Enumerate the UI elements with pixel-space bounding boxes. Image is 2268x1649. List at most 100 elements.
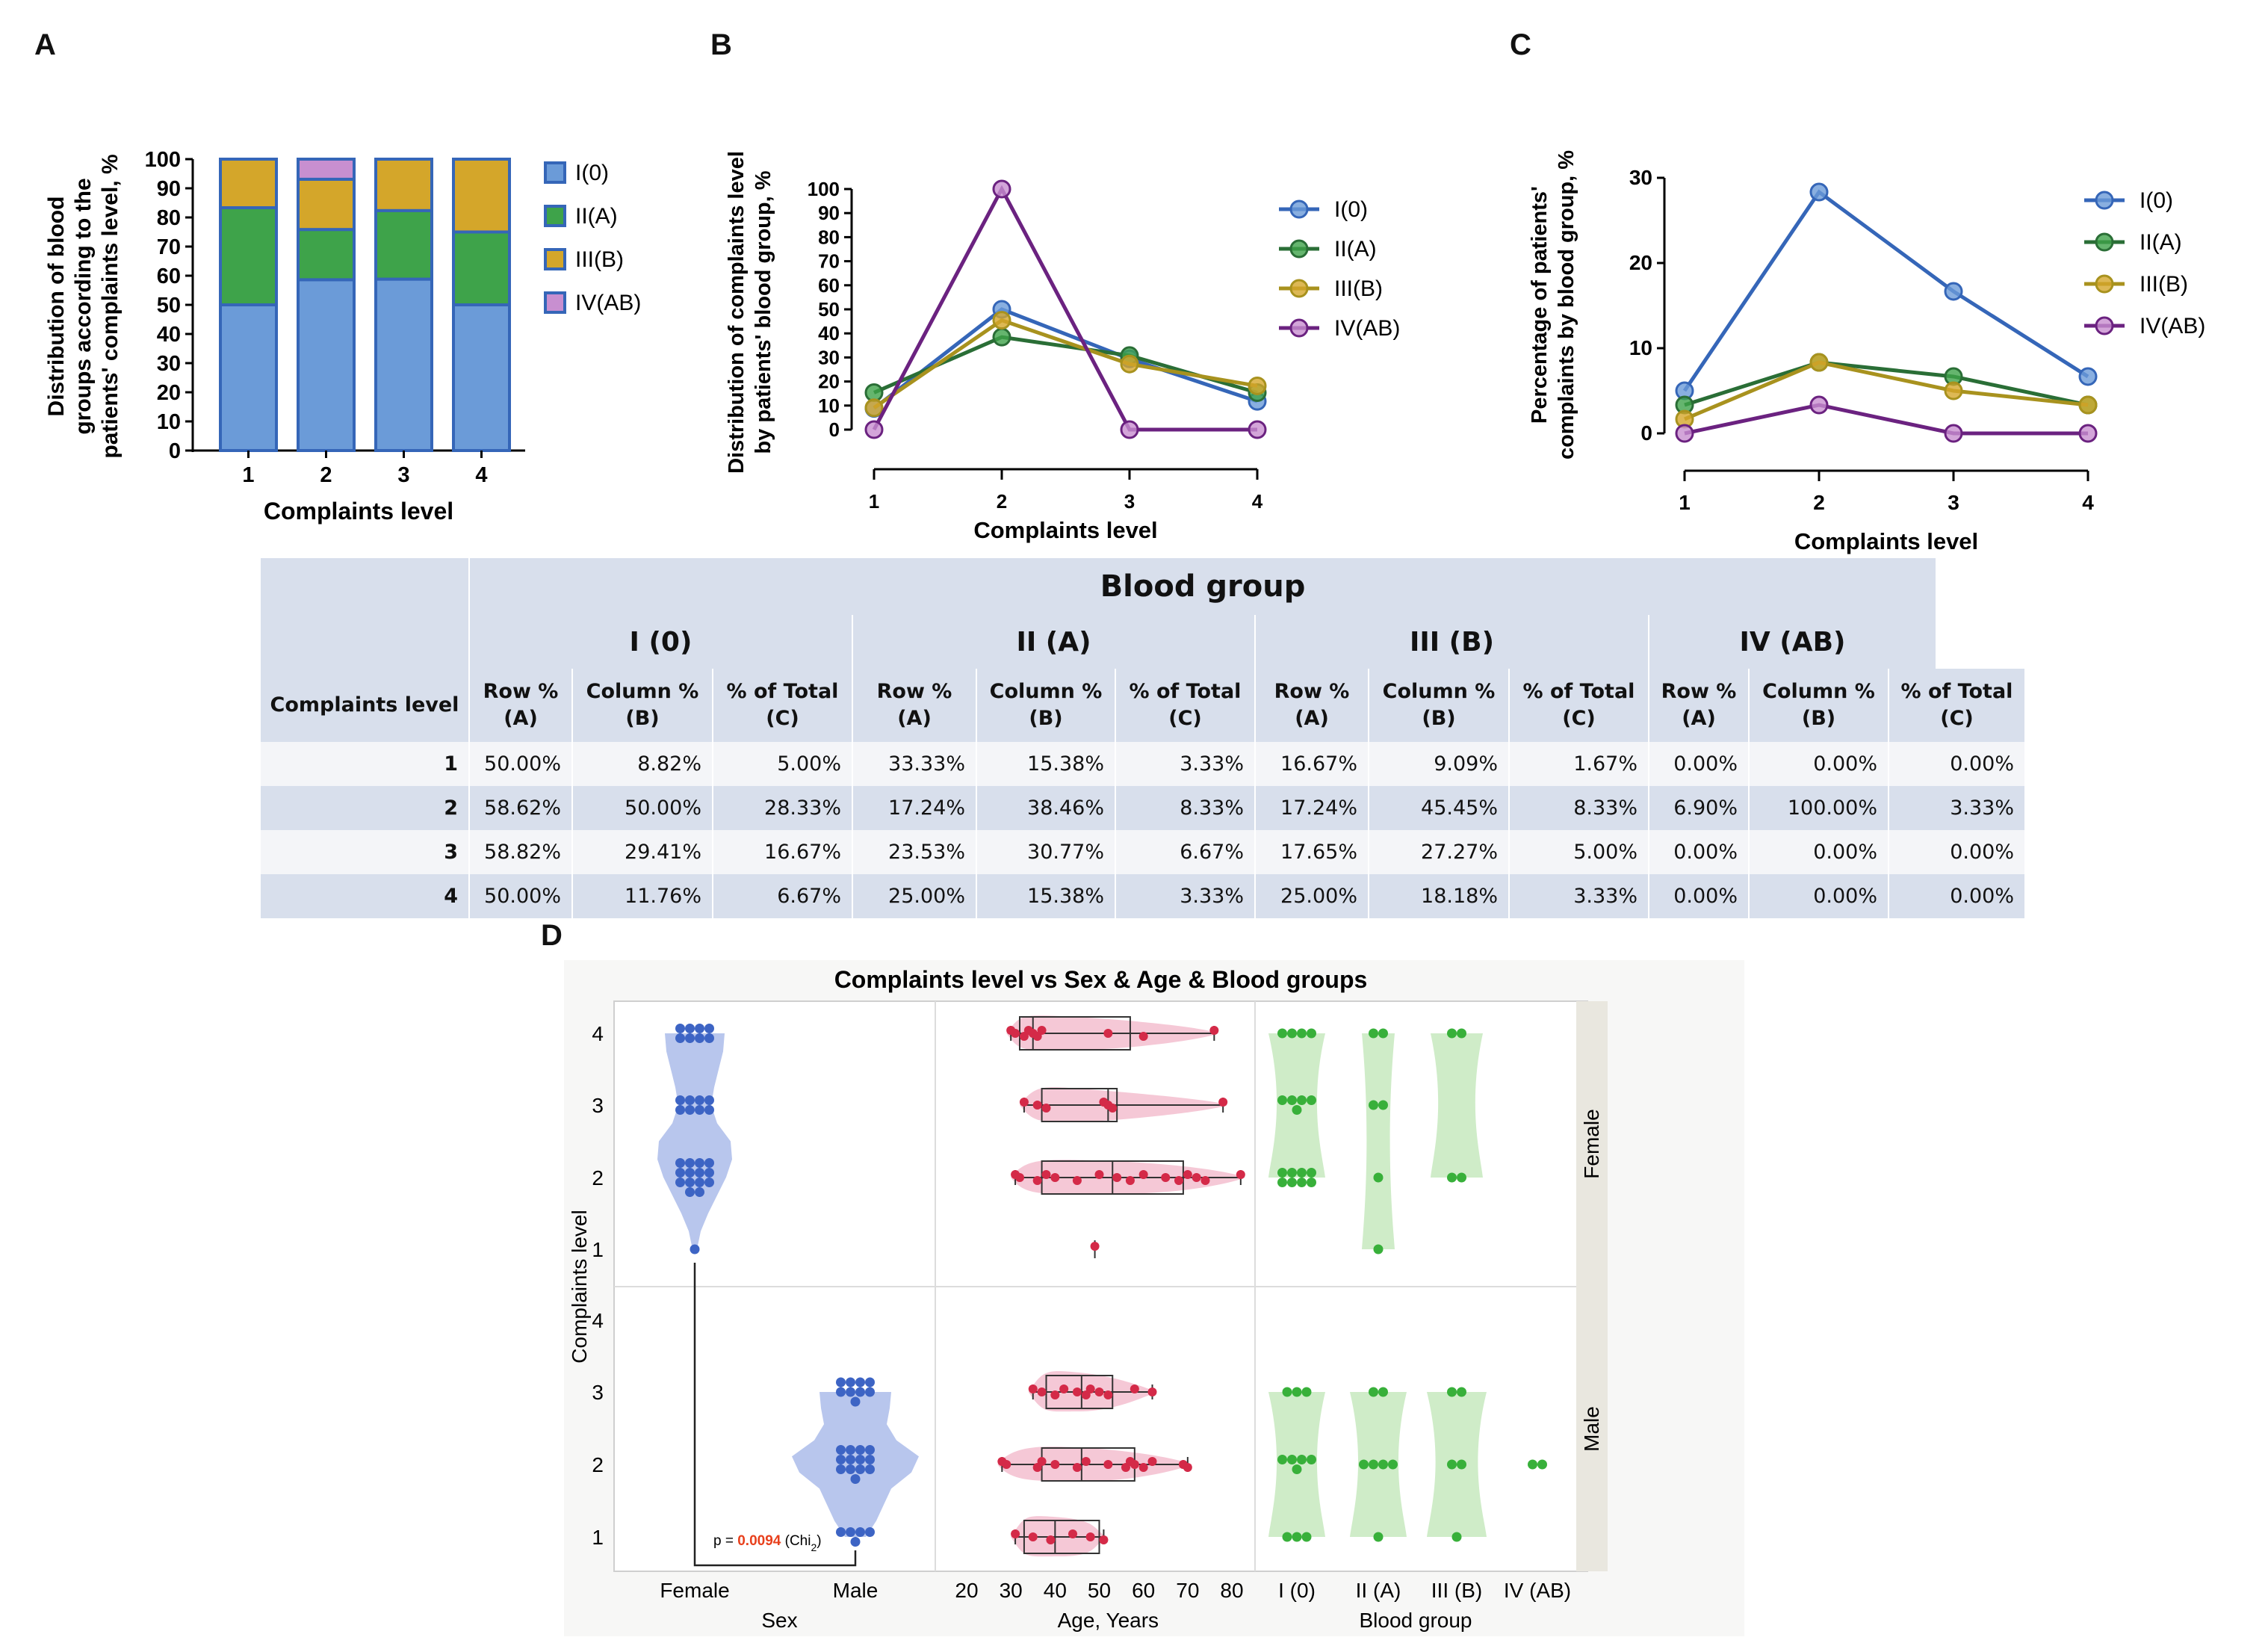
data-point-3 bbox=[992, 311, 1011, 330]
age-dot bbox=[1183, 1463, 1192, 1472]
sex-dot bbox=[704, 1033, 714, 1043]
table-cell: 50.00% bbox=[469, 742, 573, 786]
legend-swatch-a bbox=[544, 205, 566, 227]
legend-label: I(0) bbox=[1334, 197, 1368, 222]
blood-dot bbox=[1359, 1459, 1369, 1470]
y-tick-label: 30 bbox=[1629, 166, 1652, 189]
table-cell: 3.33% bbox=[1115, 742, 1256, 786]
x-tick-label: 1 bbox=[869, 490, 879, 513]
y-tick-label-a: 70 bbox=[157, 235, 181, 259]
age-dot bbox=[1103, 1390, 1113, 1399]
age-dot bbox=[1037, 1457, 1047, 1466]
subheader-line: Row % bbox=[876, 680, 952, 703]
row-level: 4 bbox=[261, 874, 470, 918]
legend-label: I(0) bbox=[2140, 188, 2173, 213]
blood-dot bbox=[1528, 1459, 1537, 1470]
table-cell: 17.65% bbox=[1255, 830, 1369, 874]
sex-dot bbox=[865, 1445, 875, 1455]
subheader-line: (B) bbox=[625, 707, 660, 730]
age-tick: 40 bbox=[1044, 1579, 1067, 1602]
data-point-4 bbox=[1248, 420, 1267, 439]
bar-segment-1 bbox=[374, 277, 433, 452]
y-tick-label-a: 30 bbox=[157, 352, 181, 376]
data-point-1 bbox=[1809, 182, 1829, 202]
blood-dot bbox=[1369, 1028, 1378, 1039]
table-cell: 17.24% bbox=[1255, 786, 1369, 830]
series-line-2 bbox=[1684, 360, 2089, 407]
y-tick-label: 90 bbox=[818, 202, 840, 224]
age-dot bbox=[1050, 1460, 1060, 1469]
blood-dot bbox=[1378, 1028, 1388, 1039]
complaints-level-header: Complaints level bbox=[261, 669, 470, 742]
sex-dot bbox=[675, 1033, 685, 1043]
sex-dot bbox=[850, 1537, 861, 1547]
sex-dot bbox=[846, 1377, 855, 1387]
blood-dot bbox=[1301, 1532, 1312, 1542]
bar-segment-1 bbox=[452, 303, 511, 452]
panel-d-y-tick: 2 bbox=[592, 1453, 604, 1476]
y-axis-title: Distribution of complaints level by patie… bbox=[725, 151, 775, 474]
age-dot bbox=[1081, 1457, 1091, 1466]
blood-dot bbox=[1301, 1387, 1312, 1397]
sex-axis-title: Sex bbox=[761, 1609, 797, 1632]
series-line-4 bbox=[1684, 403, 2088, 436]
legend-marker bbox=[2095, 274, 2114, 294]
sex-dot bbox=[685, 1187, 695, 1197]
legend-label: IV(AB) bbox=[2140, 314, 2205, 338]
sex-dot bbox=[675, 1178, 685, 1187]
y-tick-label: 0 bbox=[829, 418, 840, 441]
y-tick-label: 0 bbox=[1640, 421, 1652, 445]
sex-dot bbox=[695, 1158, 704, 1168]
blood-violin bbox=[1362, 1033, 1395, 1249]
age-dot bbox=[1032, 1176, 1042, 1185]
y-axis-title: Percentage of patients' complaints by blo… bbox=[1528, 150, 1578, 460]
age-dot bbox=[1028, 1385, 1038, 1393]
y-tick-label: 20 bbox=[818, 371, 840, 393]
table-cell: 15.38% bbox=[976, 742, 1116, 786]
blood-dot bbox=[1373, 1244, 1384, 1254]
facet-strip bbox=[1576, 1287, 1608, 1571]
panel-label-c: C bbox=[1510, 28, 1531, 61]
age-dot bbox=[1032, 1101, 1042, 1110]
sex-dot bbox=[855, 1527, 865, 1537]
sex-dot bbox=[836, 1377, 846, 1387]
legend-marker bbox=[2095, 191, 2114, 210]
table-cell: 5.00% bbox=[1509, 830, 1649, 874]
age-dot bbox=[1072, 1387, 1082, 1396]
group-header: II (A) bbox=[852, 615, 1256, 669]
data-point-2 bbox=[992, 327, 1011, 347]
data-point-4 bbox=[1675, 424, 1694, 443]
subheader-line: Row % bbox=[1661, 680, 1737, 703]
sex-dot bbox=[704, 1168, 714, 1178]
age-box bbox=[1023, 1520, 1100, 1554]
blood-dot bbox=[1457, 1028, 1466, 1039]
sex-dot bbox=[846, 1387, 855, 1397]
stacked-bar-chart-a: 0 10 20 30 40 50 60 70 80 90 100 1 2 3 4 Complaints lev… bbox=[44, 148, 641, 525]
table-row: 4 50.00% 11.76% 6.67% 25.00% 15.38% 3.33% 25.00… bbox=[261, 874, 2026, 918]
age-dot bbox=[1041, 1170, 1051, 1179]
data-point-4 bbox=[992, 179, 1011, 199]
subheader: Column % (B) bbox=[1749, 669, 1889, 742]
y-tick-label-a: 80 bbox=[157, 206, 181, 230]
age-dot bbox=[1147, 1387, 1157, 1396]
age-dot bbox=[1041, 1104, 1051, 1113]
table-title: Blood group bbox=[469, 558, 1938, 615]
age-dot bbox=[1028, 1532, 1038, 1541]
sex-dot bbox=[675, 1024, 685, 1033]
table-cell: 0.00% bbox=[1889, 830, 2026, 874]
bar-segment-2 bbox=[297, 228, 356, 282]
age-dot bbox=[1099, 1535, 1109, 1544]
table-cell: 3.33% bbox=[1509, 874, 1649, 918]
blood-tick: II (A) bbox=[1356, 1579, 1401, 1602]
age-axis-title: Age, Years bbox=[1058, 1609, 1159, 1632]
x-tick-label-a: 2 bbox=[320, 463, 332, 487]
x-tick-label: 4 bbox=[1252, 490, 1263, 513]
y-tick-label: 70 bbox=[818, 250, 840, 273]
sex-dot bbox=[836, 1387, 846, 1397]
panel-d-y-tick: 1 bbox=[592, 1238, 604, 1261]
table-cell: 100.00% bbox=[1749, 786, 1889, 830]
data-point-3 bbox=[1120, 354, 1139, 374]
blood-dot bbox=[1457, 1387, 1466, 1397]
age-dot bbox=[1130, 1460, 1139, 1469]
legend-label: III(B) bbox=[2140, 272, 2188, 297]
